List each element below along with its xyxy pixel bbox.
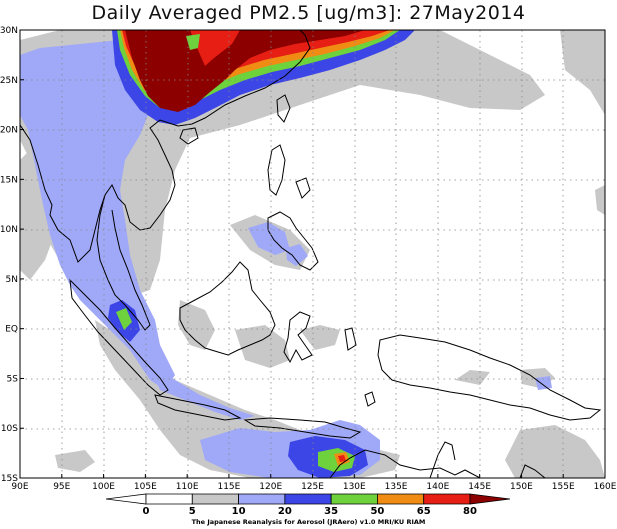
lon-label: 90E [11,482,28,492]
colorbar-label: 35 [324,506,338,517]
lat-label: 5S [7,374,19,384]
lon-label: 95E [53,482,70,492]
colorbar-segment [191,493,239,505]
lon-label: 140E [426,482,449,492]
latitude-labels: 30N 25N 20N 15N 10N 5N EQ 5S 10S 15S [0,26,18,484]
colorbar-label: 10 [232,506,246,517]
lon-label: 115E [217,482,240,492]
lon-label: 135E [385,482,408,492]
colorbar-label: 50 [370,506,384,517]
lat-label: 10N [0,225,18,235]
lon-label: 150E [510,482,533,492]
pm25-band-gt-80 [125,30,365,112]
coastlines [20,30,602,478]
lat-label: 15N [0,175,18,185]
lon-label: 145E [468,482,491,492]
colorbar-label: 20 [278,506,292,517]
lon-label: 155E [552,482,575,492]
colorbar-label: 5 [189,506,196,517]
map-title: Daily Averaged PM2.5 [ug/m3]: 27May2014 [91,2,526,24]
lat-label: EQ [5,325,18,335]
lat-label: 20N [0,126,18,136]
axis-ticks [19,29,606,479]
lat-label: 10S [1,424,18,434]
colorbar-segment [284,493,332,505]
lon-label: 110E [176,482,199,492]
lon-label: 160E [594,482,617,492]
colorbar-label: 80 [463,506,477,517]
lat-label: 5N [6,275,18,285]
lon-label: 105E [134,482,157,492]
colorbar-segment [238,493,286,505]
longitude-labels: 90E 95E 100E 105E 110E 115E 120E 125E 130E 135E 14… [11,482,616,492]
colorbar-segment [145,493,193,505]
lon-label: 130E [343,482,366,492]
lon-label: 100E [92,482,115,492]
credit-text: The Japanese Reanalysis for Aerosol (JRA… [191,518,426,526]
colorbar-segment [105,493,147,505]
colorbar: 0 5 10 20 35 50 65 80 [105,493,511,517]
map-gridlines [20,30,605,478]
lat-label: 25N [0,76,18,86]
colorbar-label: 0 [143,506,150,517]
colorbar-segment [330,493,378,505]
colorbar-segment [423,493,471,505]
lat-label: 30N [0,26,18,36]
lat-label: 15S [1,474,18,484]
colorbar-segment [377,493,425,505]
lon-label: 120E [259,482,282,492]
lon-label: 125E [301,482,324,492]
colorbar-segment [469,493,511,505]
colorbar-label: 65 [417,506,431,517]
